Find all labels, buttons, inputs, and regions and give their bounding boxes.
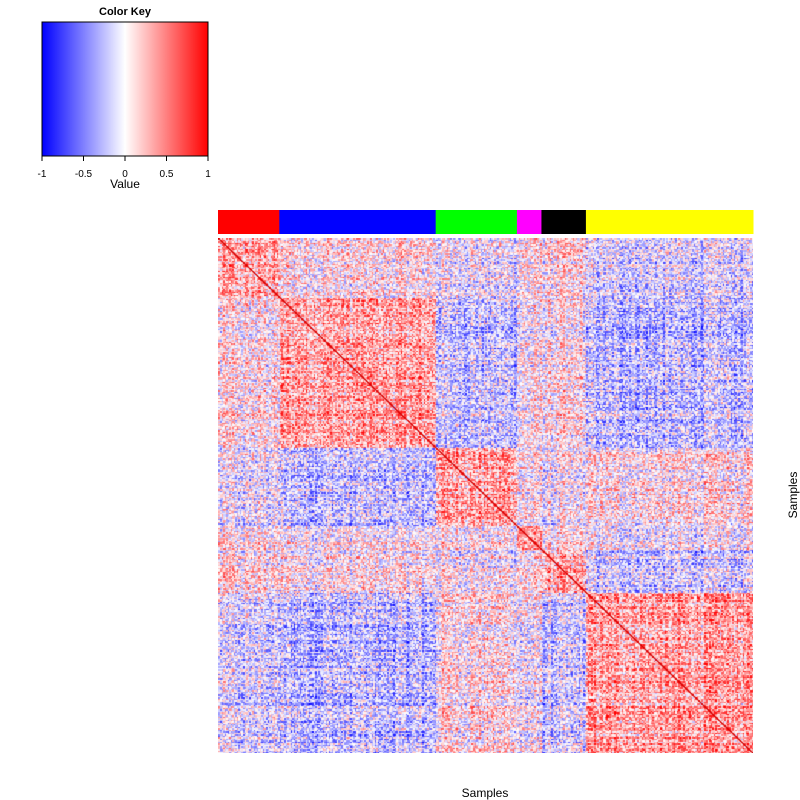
side-color-yellow (585, 210, 754, 234)
heatmap-region (218, 238, 753, 753)
color-key: Color Key -1 -0.5 0 0.5 1 Value (38, 6, 212, 191)
color-key-tick-label: 0 (122, 169, 128, 180)
color-key-ticks: -1 -0.5 0 0.5 1 (38, 156, 211, 180)
side-color-blue (279, 210, 437, 234)
side-color-magenta (516, 210, 542, 234)
heatmap-canvas[interactable] (218, 238, 753, 753)
side-color-red (218, 210, 280, 234)
color-key-gradient (42, 22, 208, 156)
color-key-tick-label: -0.5 (75, 169, 93, 180)
y-axis-label: Samples (786, 472, 800, 519)
column-side-colors (218, 210, 754, 234)
x-axis-label: Samples (462, 786, 509, 800)
color-key-tick-label: 1 (205, 169, 211, 180)
color-key-title: Color Key (99, 6, 152, 18)
color-key-tick-label: -1 (38, 169, 47, 180)
color-key-xlabel: Value (110, 177, 140, 191)
side-color-black (541, 210, 587, 234)
side-color-green (435, 210, 518, 234)
color-key-tick-label: 0.5 (160, 169, 174, 180)
